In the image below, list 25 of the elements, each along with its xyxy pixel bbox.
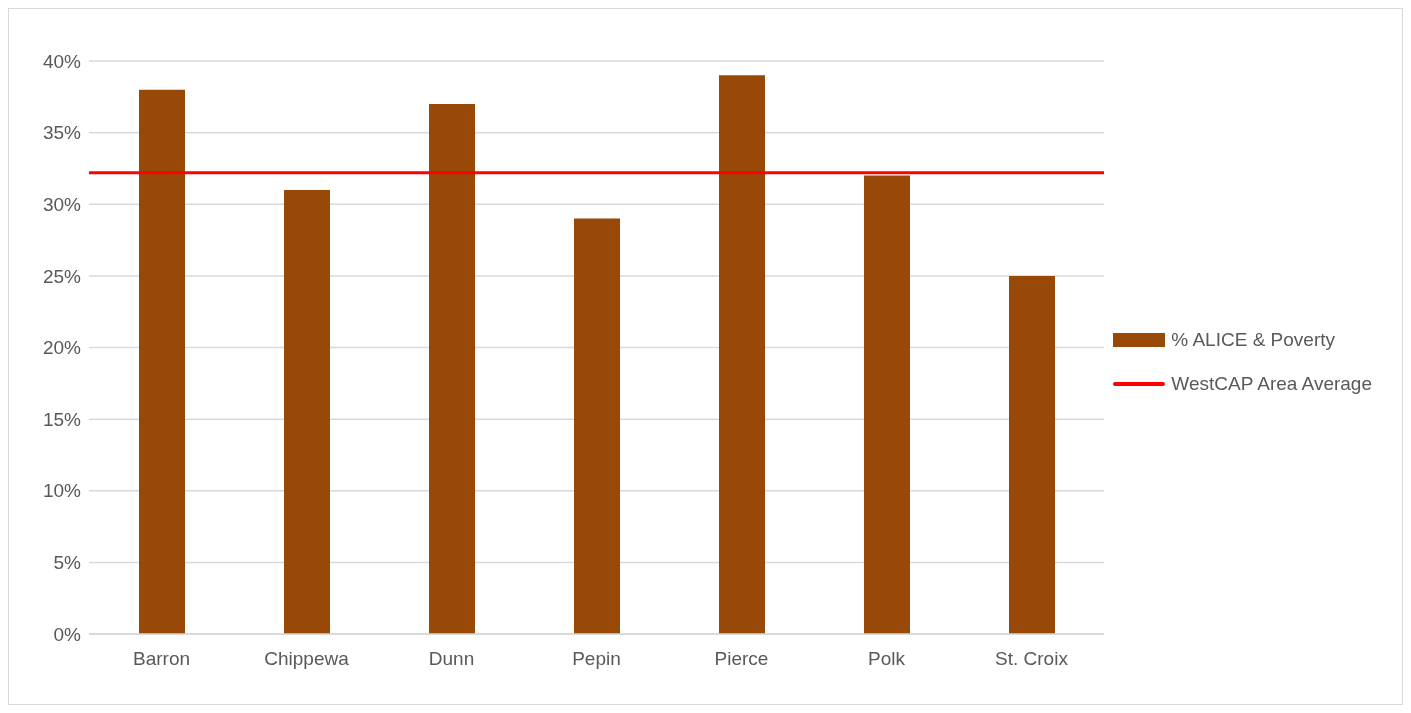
- bar: [719, 75, 765, 634]
- y-tick-label: 25%: [42, 265, 82, 287]
- x-tick-label: Barron: [132, 648, 191, 670]
- x-tick-label: Pepin: [572, 648, 621, 670]
- y-tick-label: 10%: [42, 480, 82, 502]
- y-tick-label: 40%: [42, 50, 82, 72]
- y-tick-label: 30%: [42, 193, 82, 215]
- x-tick-label: Chippewa: [264, 648, 350, 670]
- x-tick-label: St. Croix: [995, 648, 1069, 670]
- x-tick-label: Polk: [868, 648, 906, 670]
- bar: [429, 103, 475, 634]
- bar: [864, 175, 910, 634]
- legend-label: WestCAP Area Average: [1171, 373, 1372, 395]
- bar: [574, 218, 620, 634]
- bar: [284, 189, 330, 634]
- y-tick-label: 0%: [53, 623, 82, 645]
- y-tick-label: 15%: [42, 408, 82, 430]
- y-tick-label: 35%: [42, 122, 82, 144]
- bar: [139, 89, 185, 634]
- y-tick-label: 20%: [42, 337, 82, 359]
- y-tick-label: 5%: [53, 552, 82, 574]
- x-tick-label: Pierce: [714, 648, 769, 670]
- legend-label: % ALICE & Poverty: [1171, 329, 1335, 351]
- x-tick-label: Dunn: [428, 648, 475, 670]
- bar: [1009, 275, 1055, 634]
